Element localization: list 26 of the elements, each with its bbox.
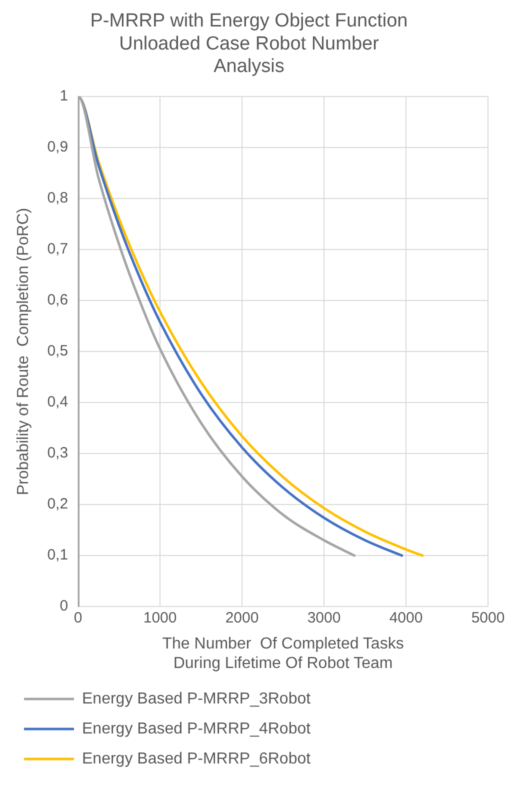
- y-axis-title: Probability of Route Completion (PoRC): [15, 208, 32, 496]
- y-tick-label: 1: [60, 88, 68, 105]
- y-tick-label: 0,8: [47, 190, 68, 207]
- y-tick-label: 0: [60, 598, 68, 615]
- y-tick-label: 0,3: [47, 444, 68, 462]
- legend-label: Energy Based P-MRRP_3Robot: [82, 690, 312, 708]
- y-tick-label: 0,9: [47, 138, 68, 156]
- y-tick-label: 0,1: [47, 546, 68, 564]
- y-tick-label: 0,5: [47, 342, 68, 360]
- text: During Lifetime Of Robot Team: [173, 654, 393, 672]
- legend-label: Energy Based P-MRRP_4Robot: [82, 720, 312, 738]
- x-tick-label: 4000: [389, 610, 423, 627]
- x-tick-label: 0: [74, 610, 82, 627]
- y-tick-label: 0,2: [47, 496, 68, 513]
- y-tick-label: 0,4: [47, 394, 68, 411]
- text: P-MRRP with Energy Object Function: [90, 10, 408, 32]
- y-tick-label: 0,6: [47, 292, 68, 309]
- text: The Number Of Completed Tasks: [162, 636, 404, 653]
- x-tick-label: 5000: [471, 610, 505, 627]
- text: Analysis: [214, 56, 284, 78]
- legend-label: Energy Based P-MRRP_6Robot: [82, 750, 312, 768]
- x-tick-label: 1000: [143, 610, 177, 627]
- x-tick-label: 3000: [307, 610, 341, 627]
- y-tick-label: 0,7: [47, 240, 68, 258]
- x-tick-label: 2000: [225, 610, 259, 627]
- text: Unloaded Case Robot Number: [119, 33, 379, 54]
